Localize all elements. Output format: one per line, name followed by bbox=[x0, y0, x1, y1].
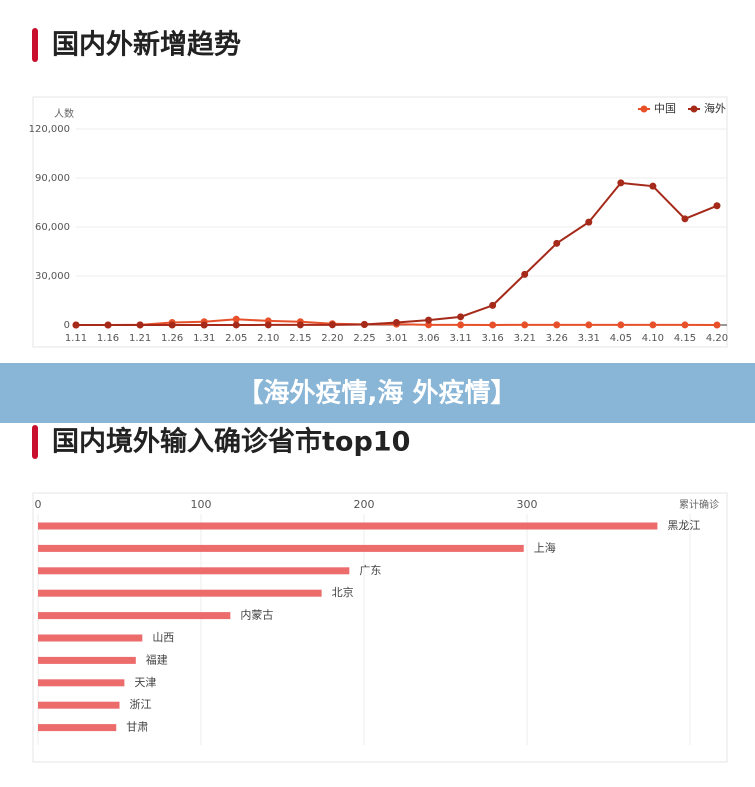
point bbox=[200, 321, 208, 329]
point bbox=[489, 301, 497, 309]
point bbox=[713, 321, 721, 329]
bar-label: 天津 bbox=[134, 676, 156, 689]
section-title: 国内境外输入确诊省市top10 bbox=[52, 426, 410, 458]
point bbox=[553, 239, 561, 247]
banner-text: 【海外疫情,海 外疫情】 bbox=[238, 378, 517, 409]
point bbox=[649, 321, 657, 329]
x-tick-label: 200 bbox=[354, 498, 375, 511]
x-tick-label: 3.16 bbox=[482, 333, 504, 344]
point bbox=[425, 316, 433, 324]
x-tick-label: 4.05 bbox=[610, 333, 632, 344]
bar bbox=[38, 544, 524, 552]
bar-label: 上海 bbox=[534, 540, 556, 554]
y-tick-label: 0 bbox=[64, 320, 70, 331]
bar bbox=[38, 522, 658, 530]
point bbox=[713, 202, 721, 210]
bar bbox=[38, 701, 120, 709]
point bbox=[521, 270, 529, 278]
x-tick-label: 3.21 bbox=[514, 333, 536, 344]
bar bbox=[38, 656, 136, 664]
bar bbox=[38, 612, 231, 620]
point bbox=[232, 315, 240, 323]
point bbox=[457, 321, 465, 329]
point bbox=[360, 321, 368, 329]
point bbox=[489, 321, 497, 329]
point bbox=[296, 321, 304, 329]
bar bbox=[38, 567, 350, 575]
bar-label: 内蒙古 bbox=[240, 608, 273, 622]
bar-label: 广东 bbox=[359, 564, 381, 577]
x-tick-label: 0 bbox=[35, 498, 42, 511]
x-tick-label: 1.11 bbox=[65, 333, 87, 344]
legend-label: 中国 bbox=[654, 102, 676, 115]
point bbox=[617, 321, 625, 329]
point bbox=[617, 179, 625, 187]
bar-label: 北京 bbox=[332, 585, 354, 599]
chart-frame bbox=[32, 96, 728, 348]
point bbox=[585, 321, 593, 329]
x-tick-label: 3.01 bbox=[385, 333, 407, 344]
x-tick-label: 2.20 bbox=[321, 333, 343, 344]
x-tick-label: 3.11 bbox=[449, 333, 471, 344]
point bbox=[232, 321, 240, 329]
point bbox=[457, 313, 465, 321]
line-chart: 人数 0 30,000 60,000 90,000 120,000 1.11 1.16 1.21… bbox=[29, 101, 728, 344]
point bbox=[681, 215, 689, 223]
bar-label: 福建 bbox=[146, 652, 168, 666]
y-axis-label: 人数 bbox=[54, 107, 74, 120]
bar bbox=[38, 679, 125, 687]
x-tick-label: 3.31 bbox=[578, 333, 600, 344]
x-tick-label: 100 bbox=[191, 498, 212, 511]
bar bbox=[38, 634, 143, 642]
x-tick-label: 2.25 bbox=[353, 333, 375, 344]
point bbox=[168, 321, 176, 329]
y-tick-label: 30,000 bbox=[35, 271, 70, 282]
x-tick-label: 1.31 bbox=[193, 333, 215, 344]
x-tick-label: 300 bbox=[517, 498, 538, 511]
point bbox=[681, 321, 689, 329]
legend-marker bbox=[690, 105, 698, 113]
x-tick-label: 2.15 bbox=[289, 333, 311, 344]
x-axis-label: 累计确诊 bbox=[679, 498, 719, 511]
point bbox=[328, 321, 336, 329]
x-tick-label: 2.05 bbox=[225, 333, 247, 344]
bar bbox=[38, 589, 322, 597]
point bbox=[393, 319, 400, 327]
point bbox=[72, 321, 80, 329]
y-tick-label: 120,000 bbox=[29, 124, 70, 135]
banner bbox=[0, 363, 755, 423]
chart-frame bbox=[32, 492, 728, 763]
bar-label: 山西 bbox=[152, 631, 174, 644]
bar bbox=[38, 724, 117, 732]
x-tick-label: 1.21 bbox=[129, 333, 151, 344]
bar-label: 甘肃 bbox=[126, 721, 148, 734]
title-mark bbox=[32, 425, 38, 459]
title-mark bbox=[32, 28, 38, 62]
point bbox=[649, 182, 657, 190]
point bbox=[521, 321, 529, 329]
bar-label: 黑龙江 bbox=[667, 519, 700, 532]
x-tick-label: 3.26 bbox=[546, 333, 568, 344]
point bbox=[136, 321, 144, 329]
x-tick-label: 1.16 bbox=[97, 333, 119, 344]
x-tick-label: 1.26 bbox=[161, 333, 183, 344]
x-tick-label: 4.20 bbox=[706, 333, 728, 344]
y-tick-label: 60,000 bbox=[35, 222, 70, 233]
point bbox=[264, 321, 272, 329]
y-tick-label: 90,000 bbox=[35, 173, 70, 184]
x-tick-label: 3.06 bbox=[417, 333, 439, 344]
legend-label: 海外 bbox=[704, 101, 726, 115]
x-tick-label: 4.10 bbox=[642, 333, 664, 344]
point bbox=[585, 218, 593, 226]
bar-label: 浙江 bbox=[130, 698, 152, 711]
point bbox=[553, 321, 561, 329]
x-tick-label: 4.15 bbox=[674, 333, 696, 344]
section-title: 国内外新增趋势 bbox=[52, 29, 241, 61]
legend-marker bbox=[640, 105, 648, 113]
point bbox=[104, 321, 112, 329]
x-tick-label: 2.10 bbox=[257, 333, 279, 344]
